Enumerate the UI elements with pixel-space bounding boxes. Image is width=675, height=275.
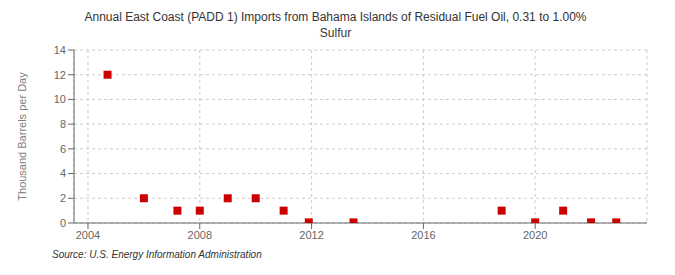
svg-text:2008: 2008 xyxy=(188,229,212,241)
svg-text:2016: 2016 xyxy=(411,229,435,241)
svg-text:8: 8 xyxy=(60,118,66,130)
svg-text:2012: 2012 xyxy=(299,229,323,241)
svg-text:4: 4 xyxy=(60,167,66,179)
svg-text:0: 0 xyxy=(60,217,66,229)
svg-text:2020: 2020 xyxy=(523,229,547,241)
svg-text:14: 14 xyxy=(54,44,66,56)
svg-text:12: 12 xyxy=(54,69,66,81)
svg-text:2: 2 xyxy=(60,192,66,204)
svg-text:2004: 2004 xyxy=(76,229,100,241)
svg-text:Thousand Barrels per Day: Thousand Barrels per Day xyxy=(16,72,28,201)
html-text:Sulfur: Sulfur xyxy=(319,26,352,40)
svg-text:10: 10 xyxy=(54,93,66,105)
html-text:Source: U.S. Energy Informatio: Source: U.S. Energy Information Administ… xyxy=(52,249,262,260)
svg-text:6: 6 xyxy=(60,143,66,155)
html-text:Annual East Coast (PADD 1) Imp: Annual East Coast (PADD 1) Imports from … xyxy=(84,10,587,24)
